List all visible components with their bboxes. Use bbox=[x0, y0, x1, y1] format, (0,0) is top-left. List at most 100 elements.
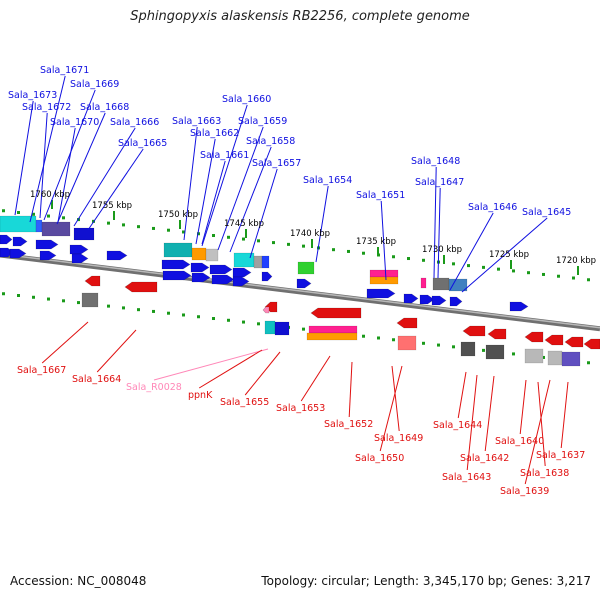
upper-tick-row-dot bbox=[467, 264, 470, 268]
forward-gene-leader bbox=[249, 168, 278, 259]
scale-label: 1760 kbp bbox=[30, 190, 70, 200]
upper-tick-row-dot bbox=[182, 230, 185, 234]
lower-tick-row-dot bbox=[257, 322, 260, 326]
reverse-gene-leader bbox=[484, 375, 495, 452]
forward-gene-label: Sala_1663 bbox=[172, 116, 221, 127]
lower-tick-row-dot bbox=[62, 299, 65, 303]
lower-tick-row-dot bbox=[152, 309, 155, 313]
upper-tick-row-dot bbox=[272, 241, 275, 245]
lower-tick-row-dot bbox=[437, 343, 440, 347]
reverse-gene-arrow bbox=[487, 328, 507, 340]
forward-gene-arrow bbox=[261, 271, 273, 282]
feature-block bbox=[191, 247, 207, 261]
forward-gene-leader bbox=[315, 185, 329, 263]
scale-label: 1730 kbp bbox=[422, 245, 462, 255]
forward-gene-arrow bbox=[449, 296, 463, 307]
reverse-gene-leader bbox=[244, 351, 281, 396]
genome-backbone-highlight bbox=[0, 253, 600, 329]
reverse-gene-leader bbox=[379, 365, 403, 452]
forward-gene-arrow bbox=[209, 264, 233, 275]
reverse-gene-label: Sala_1642 bbox=[460, 453, 509, 464]
lower-tick-row-dot bbox=[32, 295, 35, 299]
reverse-gene-label: Sala_1652 bbox=[324, 419, 373, 430]
lower-tick-row-dot bbox=[542, 355, 545, 359]
feature-block bbox=[397, 335, 417, 351]
upper-tick-row-dot bbox=[347, 249, 350, 253]
reverse-gene-label: Sala_1649 bbox=[374, 433, 423, 444]
upper-tick-row-dot bbox=[2, 209, 5, 213]
upper-tick-row-dot bbox=[47, 214, 50, 218]
forward-gene-leader bbox=[14, 100, 34, 216]
upper-tick-row-dot bbox=[197, 232, 200, 236]
feature-block bbox=[163, 242, 193, 258]
forward-gene-arrow bbox=[39, 250, 57, 261]
reverse-gene-arrow bbox=[564, 336, 584, 348]
reverse-gene-leader bbox=[537, 381, 546, 467]
forward-gene-leader bbox=[201, 104, 248, 247]
forward-gene-arrow bbox=[9, 248, 27, 259]
reverse-gene-leader bbox=[457, 371, 467, 419]
forward-gene-label: Sala_1669 bbox=[70, 79, 119, 90]
upper-tick-row-dot bbox=[422, 258, 425, 262]
forward-gene-leader bbox=[229, 146, 272, 253]
forward-gene-leader bbox=[380, 200, 387, 281]
feature-block bbox=[561, 351, 581, 367]
forward-gene-leader bbox=[43, 89, 96, 221]
lower-tick-row-dot bbox=[227, 318, 230, 322]
lower-tick-row-dot bbox=[422, 341, 425, 345]
reverse-gene-label: Sala_1638 bbox=[520, 468, 569, 479]
forward-gene-arrow bbox=[71, 253, 89, 264]
scale-label: 1735 kbp bbox=[356, 237, 396, 247]
upper-tick-row-dot bbox=[392, 255, 395, 259]
reverse-gene-arrow bbox=[583, 338, 600, 350]
scale-label: 1725 kbp bbox=[489, 250, 529, 260]
forward-gene-arrow bbox=[35, 239, 59, 250]
lower-tick-row-dot bbox=[212, 317, 215, 321]
forward-gene-label: Sala_1647 bbox=[415, 177, 464, 188]
forward-gene-leader bbox=[39, 112, 48, 219]
upper-tick-row-dot bbox=[32, 212, 35, 216]
feature-block bbox=[274, 321, 290, 336]
forward-gene-arrow bbox=[12, 236, 28, 247]
lower-tick-row-dot bbox=[392, 338, 395, 342]
forward-gene-arrow bbox=[232, 267, 252, 278]
feature-block bbox=[485, 344, 505, 360]
upper-tick-row-dot bbox=[497, 267, 500, 271]
forward-gene-label: Sala_1673 bbox=[8, 90, 57, 101]
upper-tick-row-dot bbox=[62, 216, 65, 220]
forward-gene-leader bbox=[56, 112, 106, 225]
lower-tick-row-dot bbox=[167, 311, 170, 315]
upper-tick-row-dot bbox=[527, 271, 530, 275]
reverse-gene-leader bbox=[153, 348, 269, 381]
feature-block bbox=[460, 341, 476, 357]
forward-gene-label: Sala_1646 bbox=[468, 202, 517, 213]
feature-block bbox=[432, 277, 450, 291]
forward-gene-arrow bbox=[0, 234, 13, 245]
feature-block bbox=[448, 278, 468, 292]
forward-gene-label: Sala_1672 bbox=[22, 102, 71, 113]
reverse-gene-label: Sala_1653 bbox=[276, 403, 325, 414]
lower-tick-row-dot bbox=[182, 313, 185, 317]
reverse-gene-label: Sala_1643 bbox=[442, 472, 491, 483]
feature-block bbox=[308, 325, 358, 334]
forward-gene-arrow bbox=[162, 270, 192, 281]
forward-gene-leader bbox=[217, 126, 264, 251]
reverse-gene-label: ppnK bbox=[188, 390, 213, 401]
lower-tick-row-dot bbox=[197, 315, 200, 319]
forward-gene-arrow bbox=[419, 294, 435, 305]
forward-gene-leader bbox=[449, 212, 494, 291]
forward-gene-leader bbox=[195, 138, 216, 245]
reverse-gene-leader bbox=[524, 379, 551, 485]
reverse-gene-leader bbox=[560, 381, 569, 449]
forward-gene-label: Sala_1662 bbox=[190, 128, 239, 139]
lower-tick-row-dot bbox=[482, 348, 485, 352]
lower-tick-row-dot bbox=[362, 334, 365, 338]
reverse-gene-label: Sala_1637 bbox=[536, 450, 585, 461]
feature-block bbox=[261, 255, 270, 269]
topology-label: Topology: circular; Length: 3,345,170 bp… bbox=[261, 574, 591, 588]
reverse-gene-arrow bbox=[544, 334, 564, 346]
forward-gene-label: Sala_1661 bbox=[200, 150, 249, 161]
reverse-gene-arrow bbox=[524, 331, 544, 343]
reverse-gene-leader bbox=[198, 349, 263, 389]
